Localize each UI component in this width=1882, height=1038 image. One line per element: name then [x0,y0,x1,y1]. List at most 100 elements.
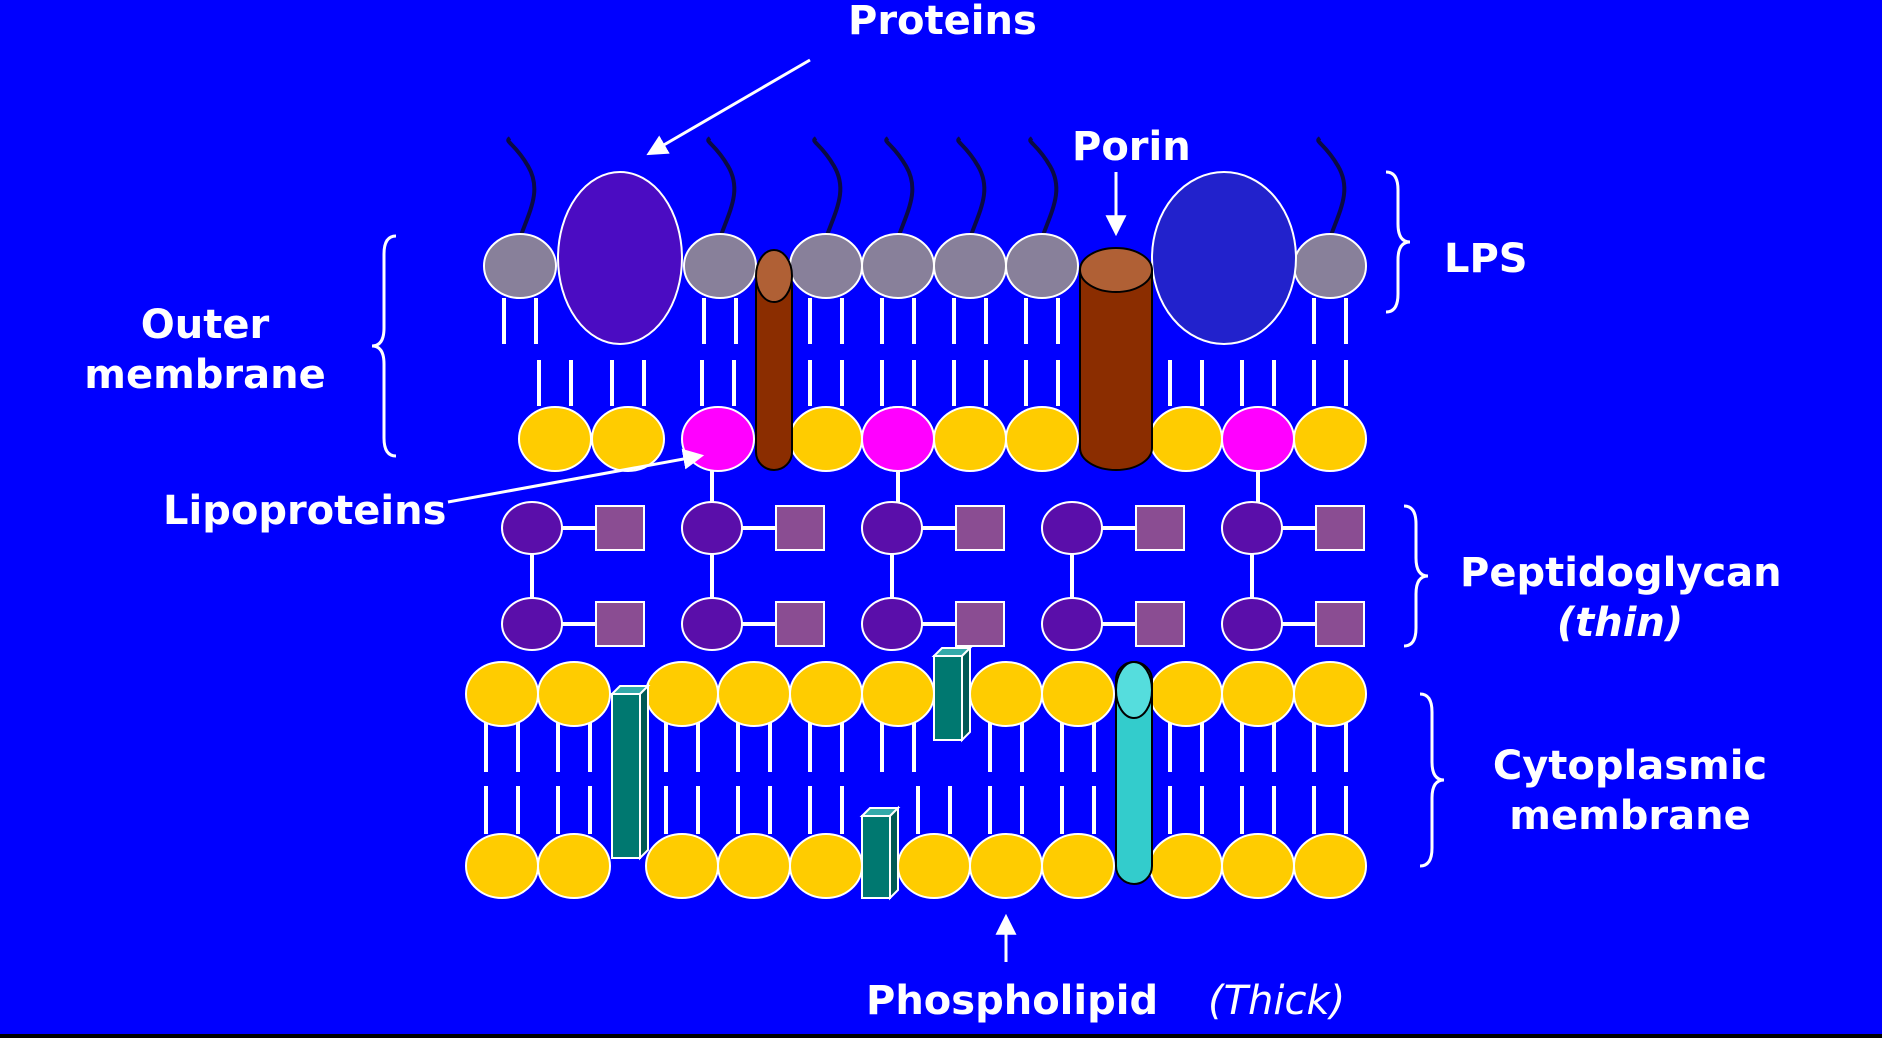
peptidoglycan-sugar-nag [501,501,563,555]
phospholipid-label: Phospholipid (Thick) [866,976,1345,1026]
lps-head [861,233,935,299]
porin-top [1079,247,1153,293]
peptidoglycan-sugar-nag [681,501,743,555]
lps-brace [1385,170,1411,314]
outer-phospholipid-head [1005,406,1079,472]
cytoplasmic-phospholipid-head-inner [897,833,971,899]
peptidoglycan-sugar-nag [681,597,743,651]
lipoproteins-label: Lipoproteins [163,488,447,534]
cytoplasmic-phospholipid-head-outer [1293,661,1367,727]
outer-membrane-brace [371,234,397,458]
cytoplasmic-phospholipid-head-outer [1041,661,1115,727]
porin-label: Porin [1072,124,1191,170]
cytoplasmic-phospholipid-head-inner [1221,833,1295,899]
cytoplasmic-phospholipid-head-outer [1149,661,1223,727]
cytoplasmic-phospholipid-head-outer [789,661,863,727]
lps-polysaccharide-chain [1316,136,1347,239]
transmembrane-protein [611,693,641,859]
peptidoglycan-sugar-nam [1315,505,1365,551]
peptidoglycan-sugar-nam [775,505,825,551]
outer-phospholipid-head [1149,406,1223,472]
peptidoglycan-brace [1403,504,1429,648]
peptidoglycan-sugar-nam [1135,601,1185,647]
porin [1079,269,1153,471]
lps-head [789,233,863,299]
peptidoglycan-label: Peptidoglycan (thin) [1460,548,1782,648]
lipoprotein-head [861,406,935,472]
peptidoglycan-sugar-nam [1315,601,1365,647]
proteins-arrow [646,58,811,156]
cytoplasmic-membrane-brace [1419,692,1445,868]
peptidoglycan-sugar-nag [1041,501,1103,555]
cytoplasmic-phospholipid-head-outer [645,661,719,727]
phospholipid-label-text: Phospholipid [866,978,1159,1024]
outer-membrane-protein [557,171,683,345]
cytoplasmic-phospholipid-head-inner [465,833,539,899]
lps-polysaccharide-chain [506,136,537,239]
cytoplasmic-phospholipid-head-inner [645,833,719,899]
membrane-protein-outer-leaflet [933,655,963,741]
cytoplasmic-membrane-label-line2: membrane [1509,793,1751,839]
lps-head [1005,233,1079,299]
lps-polysaccharide-chain [706,136,737,239]
cytoplasmic-phospholipid-head-inner [1293,833,1367,899]
lipoprotein-head [1221,406,1295,472]
lps-polysaccharide-chain [1028,136,1059,239]
lipoprotein-head [681,406,755,472]
lps-polysaccharide-chain [812,136,843,239]
outer-membrane-label-line2: membrane [84,352,326,398]
cytoplasmic-phospholipid-head-inner [789,833,863,899]
membrane-protein-inner-leaflet-side [889,805,899,901]
outer-phospholipid-head [518,406,592,472]
outer-membrane-label: Outer membrane [80,300,330,400]
cytoplasmic-phospholipid-head-outer [1221,661,1295,727]
phospholipid-thick-note: (Thick) [1208,978,1346,1024]
membrane-protein-inner-leaflet [861,815,891,899]
lps-head [683,233,757,299]
outer-phospholipid-head [1293,406,1367,472]
peptidoglycan-sugar-nam [955,601,1005,647]
cytoplasmic-phospholipid-head-inner [717,833,791,899]
peptidoglycan-sugar-nag [1041,597,1103,651]
cytoplasmic-phospholipid-head-outer [465,661,539,727]
outer-membrane-protein [1151,171,1297,345]
transmembrane-protein-side [639,683,649,861]
peptidoglycan-thin-note: (thin) [1556,600,1684,646]
outer-phospholipid-head [789,406,863,472]
outer-membrane-label-line1: Outer [140,302,270,348]
lps-polysaccharide-chain [884,136,915,239]
cytoplasmic-phospholipid-head-inner [1041,833,1115,899]
lps-label: LPS [1444,236,1528,282]
peptidoglycan-sugar-nag [861,597,923,651]
peptidoglycan-sugar-nam [1135,505,1185,551]
proteins-label: Proteins [848,0,1037,44]
peptidoglycan-sugar-nam [595,505,645,551]
peptidoglycan-sugar-nam [775,601,825,647]
lps-head [483,233,557,299]
cytoplasmic-phospholipid-head-inner [1149,833,1223,899]
lps-polysaccharide-chain [956,136,987,239]
peptidoglycan-sugar-nag [1221,501,1283,555]
lps-head [933,233,1007,299]
cytoplasmic-phospholipid-head-outer [861,661,935,727]
cytoplasmic-phospholipid-head-inner [969,833,1043,899]
cytoplasmic-channel-protein-top [1115,661,1153,719]
peptidoglycan-sugar-nag [501,597,563,651]
cytoplasmic-phospholipid-head-outer [969,661,1043,727]
cytoplasmic-phospholipid-head-outer [537,661,611,727]
outer-phospholipid-head [591,406,665,472]
peptidoglycan-sugar-nam [955,505,1005,551]
cytoplasmic-phospholipid-head-outer [717,661,791,727]
outer-transmembrane-protein-top [755,249,793,303]
cytoplasmic-phospholipid-head-inner [537,833,611,899]
cytoplasmic-membrane-label: Cytoplasmic membrane [1480,741,1780,841]
lipoproteins-arrow [447,448,705,504]
outer-phospholipid-head [933,406,1007,472]
cytoplasmic-membrane-label-line1: Cytoplasmic [1492,743,1768,789]
peptidoglycan-sugar-nam [595,601,645,647]
peptidoglycan-sugar-nag [1221,597,1283,651]
peptidoglycan-label-line1: Peptidoglycan [1460,550,1782,596]
lps-head [1293,233,1367,299]
